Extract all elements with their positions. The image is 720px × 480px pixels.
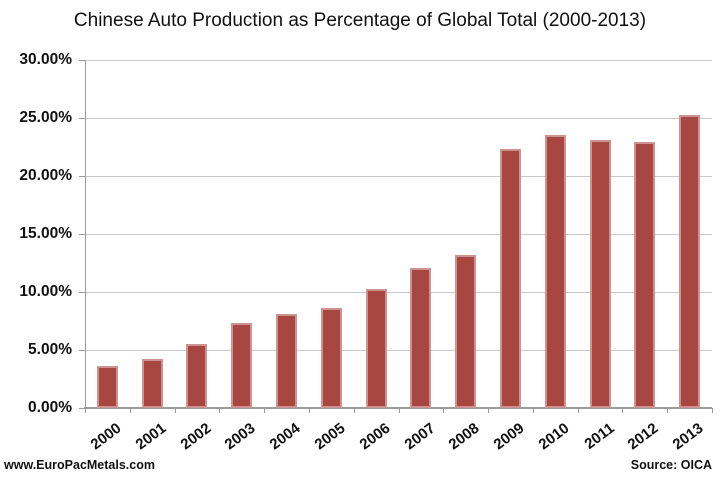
y-axis-tick-label: 15.00% [19, 225, 72, 242]
y-axis-tick-label: 30.00% [19, 51, 72, 68]
y-axis-tick-label: 20.00% [19, 167, 72, 184]
gridline [85, 117, 712, 119]
y-axis-tick-label: 25.00% [19, 109, 72, 126]
x-axis-label-2013: 2013 [669, 419, 707, 454]
x-axis-tick-mark [622, 408, 624, 413]
y-axis-tick-mark [79, 59, 85, 61]
bar-2004 [276, 314, 298, 408]
bar-2010 [544, 135, 566, 408]
x-axis-tick-mark [129, 408, 131, 413]
bar-2003 [231, 323, 253, 408]
gridline [85, 175, 712, 177]
y-axis-tick-label: 0.00% [28, 399, 72, 416]
y-axis-tick-label: 10.00% [19, 283, 72, 300]
x-axis-tick-mark [577, 408, 579, 413]
y-axis-tick-mark [79, 407, 85, 409]
x-axis-tick-mark [219, 408, 221, 413]
watermark-url: www.EuroPacMetals.com [4, 458, 155, 472]
gridline [85, 233, 712, 235]
bar-2005 [320, 308, 342, 408]
bar-2009 [499, 149, 521, 408]
x-axis-tick-mark [308, 408, 310, 413]
bar-2012 [634, 142, 656, 408]
x-axis-label-2004: 2004 [266, 419, 304, 454]
source-credit: Source: OICA [630, 458, 712, 472]
y-axis-tick-mark [79, 291, 85, 293]
x-axis-tick-mark [264, 408, 266, 413]
x-axis-label-2012: 2012 [625, 419, 662, 454]
bar-2013 [679, 114, 701, 408]
y-axis-tick-mark [79, 233, 85, 235]
gridline [85, 349, 712, 351]
y-axis-tick-mark [79, 349, 85, 351]
x-axis-tick-mark [488, 408, 490, 413]
x-axis-label-2002: 2002 [177, 419, 215, 454]
x-axis-tick-mark [443, 408, 445, 413]
bar-2008 [455, 254, 477, 408]
x-axis-tick-mark [667, 408, 669, 413]
bar-2006 [365, 288, 387, 408]
y-axis-tick-mark [79, 117, 85, 119]
x-axis-tick-mark [398, 408, 400, 413]
x-axis-line [84, 407, 712, 409]
bar-2002 [186, 344, 208, 408]
x-axis-label-2003: 2003 [221, 419, 259, 454]
gridline [85, 59, 712, 61]
bar-2000 [96, 366, 118, 408]
y-axis-tick-mark [79, 175, 85, 177]
gridline [85, 291, 712, 293]
x-axis-label-2010: 2010 [535, 419, 573, 454]
bar-2011 [589, 140, 611, 408]
x-axis-label-2006: 2006 [356, 419, 394, 454]
chart-title: Chinese Auto Production as Percentage of… [73, 10, 647, 31]
x-axis-label-2008: 2008 [445, 419, 483, 454]
x-axis-label-2009: 2009 [490, 419, 528, 454]
x-axis-tick-mark [353, 408, 355, 413]
y-axis-tick-label: 5.00% [28, 341, 72, 358]
bar-2007 [410, 267, 432, 408]
x-axis-label-2000: 2000 [87, 419, 125, 454]
x-axis-tick-mark [532, 408, 534, 413]
x-axis-tick-mark [85, 408, 86, 413]
x-axis-label-2011: 2011 [580, 419, 618, 453]
x-axis-tick-mark [174, 408, 176, 413]
bar-2001 [141, 359, 163, 408]
y-axis-line [85, 60, 86, 408]
x-axis-tick-mark [712, 408, 713, 413]
x-axis-label-2001: 2001 [132, 419, 170, 454]
x-axis-label-2005: 2005 [311, 419, 349, 454]
x-axis-label-2007: 2007 [401, 419, 439, 454]
